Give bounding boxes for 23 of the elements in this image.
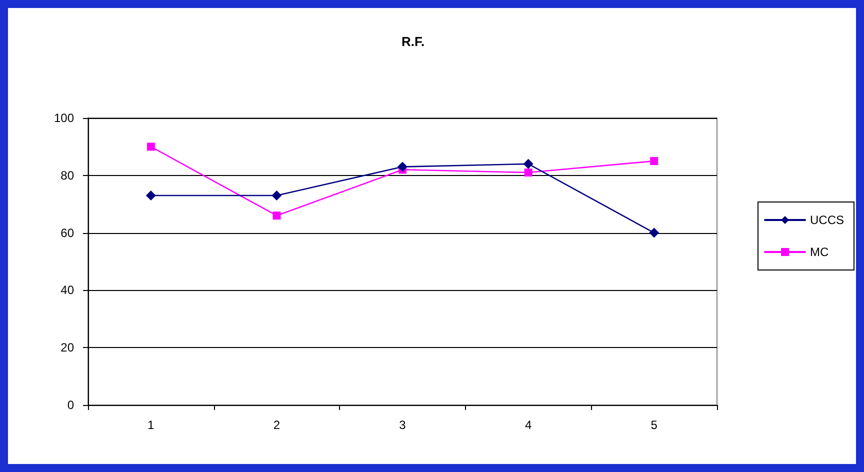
point bbox=[524, 168, 532, 177]
y-tick-label: 60 bbox=[60, 226, 74, 240]
y-tick-label: 80 bbox=[60, 168, 74, 182]
point bbox=[649, 228, 660, 238]
legend-label: UCCS bbox=[810, 213, 844, 227]
x-tick-label: 4 bbox=[524, 418, 532, 432]
y-tick-label: 40 bbox=[60, 283, 74, 298]
x-tick-label: 5 bbox=[650, 418, 658, 432]
x-tick-label: 3 bbox=[399, 418, 406, 432]
y-tick-label: 20 bbox=[60, 340, 74, 355]
point bbox=[272, 212, 281, 220]
y-tick-label: 0 bbox=[67, 398, 74, 412]
y-tick-label: 100 bbox=[54, 111, 74, 125]
chart-title: R.F. bbox=[401, 34, 425, 49]
point bbox=[146, 142, 155, 151]
legend-label: MC bbox=[810, 245, 829, 259]
point bbox=[523, 158, 534, 169]
point bbox=[398, 162, 408, 172]
point bbox=[146, 190, 156, 200]
point bbox=[650, 157, 658, 166]
point bbox=[272, 190, 282, 200]
x-tick-label: 1 bbox=[148, 418, 155, 432]
x-tick-label: 2 bbox=[273, 418, 280, 432]
